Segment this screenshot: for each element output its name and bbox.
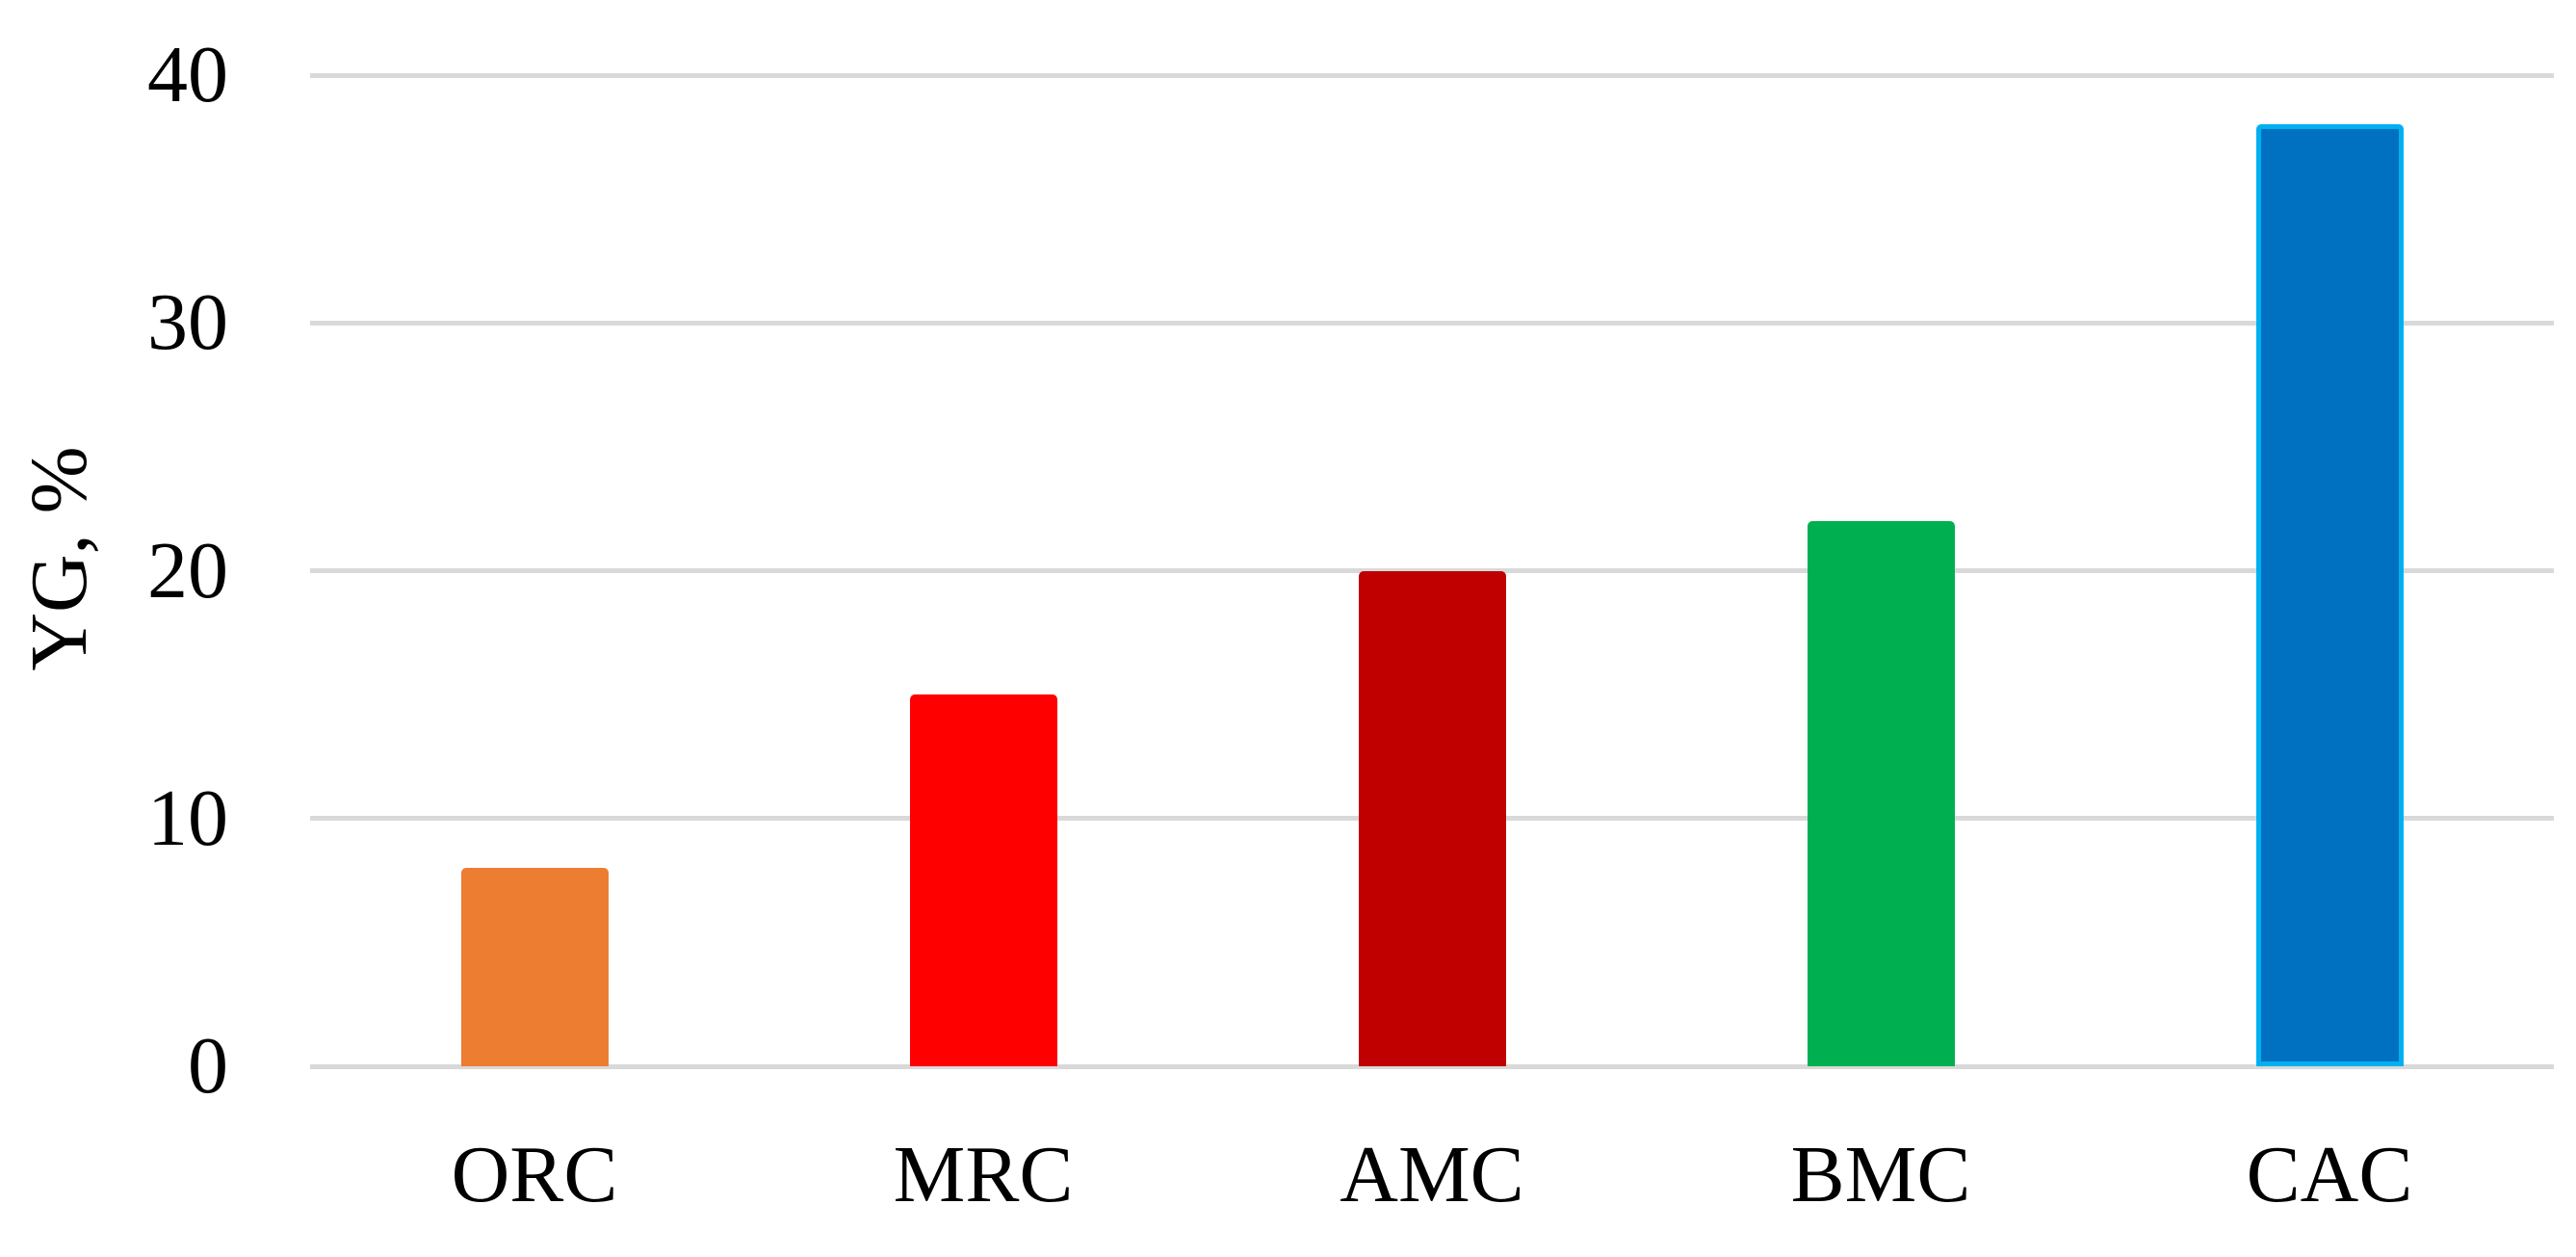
y-tick-label-40: 40 bbox=[147, 30, 228, 119]
y-tick-label-30: 30 bbox=[147, 277, 228, 368]
x-category-label-cac: CAC bbox=[2246, 1130, 2413, 1219]
x-category-label-orc: ORC bbox=[451, 1130, 618, 1219]
x-category-label-amc: AMC bbox=[1340, 1130, 1524, 1219]
y-tick-label-10: 10 bbox=[147, 773, 228, 863]
bar-amc bbox=[1358, 570, 1506, 1066]
gridline-0 bbox=[310, 1063, 2554, 1069]
y-tick-label-20: 20 bbox=[147, 525, 228, 615]
bar-mrc bbox=[909, 694, 1057, 1066]
plot-area bbox=[310, 72, 2554, 1069]
bar-orc bbox=[460, 868, 609, 1066]
x-category-label-bmc: BMC bbox=[1790, 1130, 1971, 1219]
gridline-40 bbox=[310, 72, 2554, 78]
gridline-30 bbox=[310, 320, 2554, 326]
bar-bmc bbox=[1807, 521, 1955, 1066]
bar-cac bbox=[2255, 124, 2404, 1066]
x-category-label-mrc: MRC bbox=[893, 1130, 1074, 1219]
y-tick-label-0: 0 bbox=[188, 1021, 228, 1111]
